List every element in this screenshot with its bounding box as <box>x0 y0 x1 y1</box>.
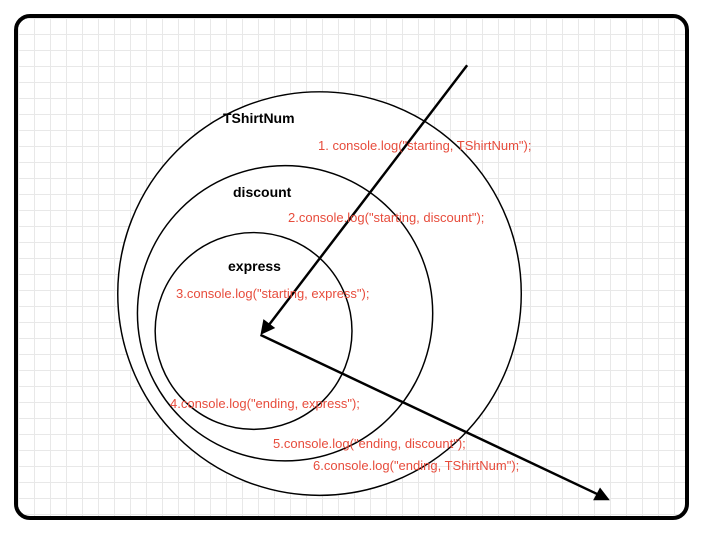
scope-label-outer: TShirtNum <box>223 110 295 126</box>
scope-label-inner: express <box>228 258 281 274</box>
log-4: 4.console.log("ending, express"); <box>170 396 360 411</box>
log-5: 5.console.log("ending, discount"); <box>273 436 466 451</box>
log-2: 2.console.log("starting, discount"); <box>288 210 484 225</box>
log-3: 3.console.log("starting, express"); <box>176 286 369 301</box>
scope-label-middle: discount <box>233 184 291 200</box>
diagram-frame: TShirtNum discount express 1. console.lo… <box>14 14 689 520</box>
outer-frame: TShirtNum discount express 1. console.lo… <box>0 0 703 534</box>
log-1: 1. console.log("starting, TShirtNum"); <box>318 138 531 153</box>
log-6: 6.console.log("ending, TShirtNum"); <box>313 458 519 473</box>
